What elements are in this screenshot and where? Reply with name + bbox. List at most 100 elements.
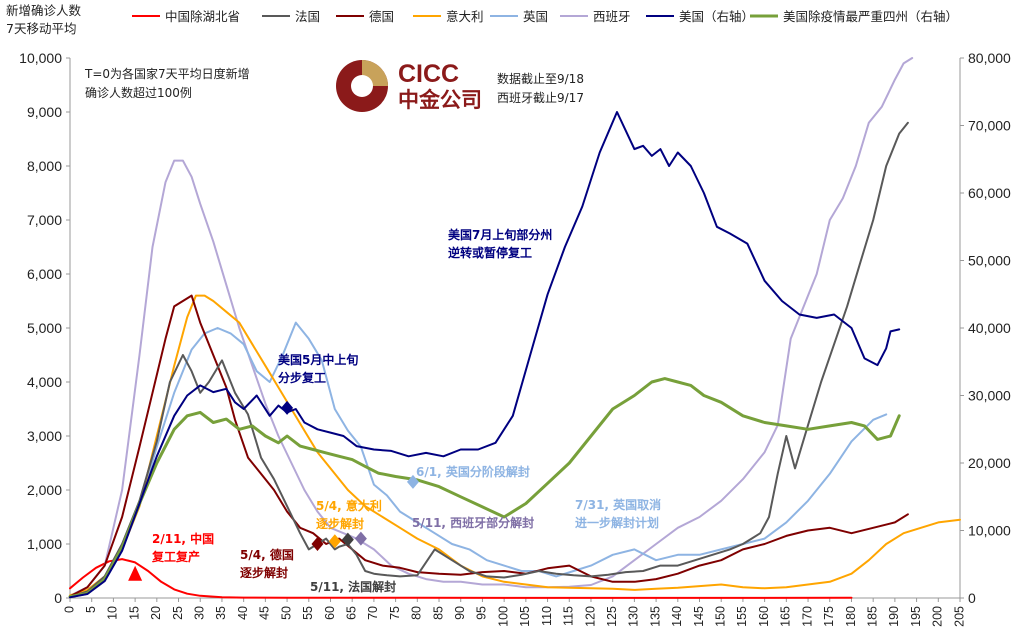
legend-label: 德国 <box>369 9 394 24</box>
y-tick-label: 9,000 <box>27 104 62 120</box>
data-cutoff-note: 数据截止至9/18 <box>497 71 584 86</box>
x-tick-label: 125 <box>605 606 619 627</box>
series-line <box>69 121 909 598</box>
y2-tick-label: 40,000 <box>968 320 1011 336</box>
annotation-text: 美国5月中上旬 <box>278 352 358 367</box>
y-tick-label: 6,000 <box>27 266 62 282</box>
x-tick-label: 10 <box>106 606 120 620</box>
logo-center <box>351 75 373 97</box>
chart-legend: 中国除湖北省 法国 德国 意大利 英国 西班牙 美国（右轴） 美国除疫情最严重四州（右轴） <box>132 9 958 24</box>
x-tick-label: 190 <box>887 606 901 627</box>
chart-axes: 0 1,000 2,000 3,000 4,000 5,000 6,000 7,000 8,00… <box>19 50 1011 627</box>
x-tick-label: 150 <box>714 606 728 627</box>
annotation-text: 逐步解封 <box>240 565 288 580</box>
annotation-text: 7/31, 英国取消 <box>575 497 661 512</box>
x-tick-label: 180 <box>844 606 858 627</box>
x-tick-label: 45 <box>258 606 272 620</box>
x-tick-label: 15 <box>127 606 141 620</box>
annotation-marker <box>354 531 367 546</box>
x-tick-label: 85 <box>431 606 445 620</box>
x-tick-label: 0 <box>62 606 76 613</box>
series-line <box>69 111 901 599</box>
x-tick-label: 135 <box>648 606 662 627</box>
y2-tick-label: 70,000 <box>968 118 1011 134</box>
series-line <box>69 294 909 598</box>
x-tick-label: 80 <box>410 606 424 620</box>
x-tick-label: 35 <box>214 606 228 620</box>
y2-tick-label: 30,000 <box>968 388 1011 404</box>
y2-tick-label: 0 <box>968 590 976 606</box>
x-tick-label: 30 <box>193 606 207 620</box>
x-tick-label: 140 <box>670 606 684 627</box>
y-axis-title-line: 新增确诊人数 <box>6 3 82 18</box>
x-tick-label: 20 <box>149 606 163 620</box>
annotation-text: 5/4, 意大利 <box>316 498 382 513</box>
y-axis-title-line: 7天移动平均 <box>6 21 76 36</box>
series-line <box>69 294 961 597</box>
y2-tick-label: 80,000 <box>968 50 1011 66</box>
y-tick-label: 4,000 <box>27 374 62 390</box>
annotation-text: 逐步解封 <box>316 516 364 531</box>
logo-text-cicc: CICC <box>398 60 459 88</box>
y2-tick-label: 10,000 <box>968 523 1011 539</box>
annotation-text: 进一步解封计划 <box>575 515 659 530</box>
series-line <box>69 57 914 597</box>
x-tick-label: 155 <box>735 606 749 627</box>
annotation-marker <box>128 565 143 581</box>
y-tick-label: 10,000 <box>19 50 62 66</box>
data-cutoff-note: 西班牙截止9/17 <box>497 91 584 105</box>
legend-label: 美国（右轴） <box>679 9 754 24</box>
logo-text-cn: 中金公司 <box>398 88 482 112</box>
legend-label: 西班牙 <box>593 9 631 24</box>
annotation-text: 5/11, 法国解封 <box>310 579 396 594</box>
x-tick-label: 145 <box>692 606 706 627</box>
threshold-note: 确诊人数超过100例 <box>85 85 192 100</box>
x-tick-label: 120 <box>583 606 597 627</box>
annotation-text: 逆转或暂停复工 <box>448 245 532 260</box>
annotation-text: 5/11, 西班牙部分解封 <box>412 515 534 530</box>
legend-label: 中国除湖北省 <box>165 9 240 24</box>
annotation-marker <box>281 400 294 415</box>
annotation-text: 美国7月上旬部分州 <box>448 227 552 242</box>
x-tick-label: 110 <box>540 606 554 626</box>
legend-label: 法国 <box>295 9 320 24</box>
annotation-marker <box>341 532 354 547</box>
x-tick-label: 195 <box>909 606 923 627</box>
x-tick-label: 25 <box>171 606 185 620</box>
x-tick-label: 40 <box>236 606 250 620</box>
x-tick-label: 160 <box>757 606 771 627</box>
x-tick-label: 55 <box>301 606 315 620</box>
x-tick-label: 200 <box>931 606 945 627</box>
threshold-note: T=0为各国家7天平均日度新增 <box>84 66 250 81</box>
x-tick-label: 185 <box>865 606 879 627</box>
x-tick-label: 70 <box>366 606 380 620</box>
x-tick-label: 5 <box>84 606 98 613</box>
y2-tick-label: 20,000 <box>968 455 1011 471</box>
y2-tick-label: 60,000 <box>968 185 1011 201</box>
x-tick-label: 95 <box>475 606 489 620</box>
legend-label: 英国 <box>523 9 548 24</box>
y-tick-label: 2,000 <box>27 482 62 498</box>
x-tick-label: 175 <box>822 606 836 627</box>
y-axis-title: 新增确诊人数 7天移动平均 <box>6 3 82 36</box>
annotation-text: 5/4, 德国 <box>240 547 294 562</box>
y2-tick-label: 50,000 <box>968 253 1011 269</box>
y-tick-label: 1,000 <box>27 536 62 552</box>
x-tick-label: 170 <box>800 606 814 627</box>
annotation-text: 6/1, 英国分阶段解封 <box>416 464 530 479</box>
x-tick-label: 100 <box>496 606 510 627</box>
annotation-text: 分步复工 <box>278 370 326 385</box>
series-layer <box>68 57 961 599</box>
x-tick-label: 115 <box>562 606 576 626</box>
annotation-marker <box>328 534 341 549</box>
annotation-text: 复工复产 <box>151 549 200 564</box>
y-tick-label: 3,000 <box>27 428 62 444</box>
annotation-text: 2/11, 中国 <box>152 531 214 546</box>
series-line <box>68 377 901 599</box>
x-tick-label: 60 <box>323 606 337 620</box>
y-tick-label: 0 <box>54 590 62 606</box>
x-tick-label: 105 <box>518 606 532 627</box>
x-tick-label: 65 <box>344 606 358 620</box>
